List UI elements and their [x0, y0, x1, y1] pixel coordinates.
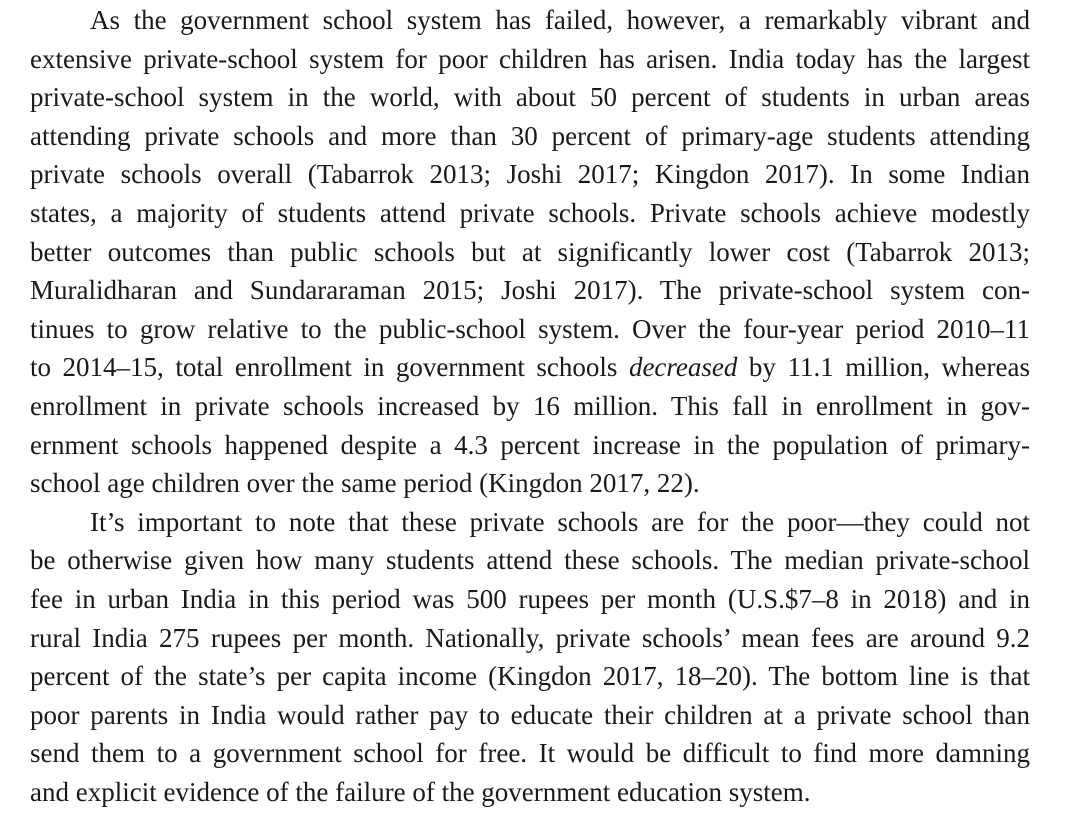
text-line: attending private schools and more than … [30, 120, 1030, 151]
text-line: states, a majority of students attend pr… [30, 197, 1030, 228]
text-line: poor parents in India would rather pay t… [30, 699, 1030, 730]
text-segment: to 2014–15, total enrollment in governme… [30, 352, 629, 383]
text-line: ernment schools happened despite a 4.3 p… [30, 429, 1030, 460]
text-line: fee in urban India in this period was 50… [30, 583, 1030, 614]
text-line: private-school system in the world, with… [30, 82, 1030, 113]
text-line: better outcomes than public schools but … [30, 236, 1030, 267]
text-line: extensive private-school system for poor… [30, 43, 1030, 74]
text-line: school age children over the same period… [30, 468, 700, 499]
text-line: As the government school system has fail… [90, 5, 1030, 35]
text-segment: by 11.1 million, whereas [737, 352, 1030, 383]
text-line: to 2014–15, total enrollment in governme… [30, 348, 1030, 387]
text-line: send them to a government school for fre… [30, 738, 1030, 769]
text-line: Muralidharan and Sundararaman 2015; Josh… [30, 275, 1030, 306]
text-line: be otherwise given how many students att… [30, 545, 1030, 576]
paragraph-private-school-growth: As the government school system has fail… [30, 1, 1030, 503]
text-line: percent of the state’s per capita income… [30, 661, 1030, 692]
text-line: rural India 275 rupees per month. Nation… [30, 622, 1030, 653]
text-line: enrollment in private schools increased … [30, 390, 1030, 421]
emphasized-word: decreased [628, 352, 738, 383]
text-line: private schools overall (Tabarrok 2013; … [30, 159, 1030, 190]
text-line: tinues to grow relative to the public-sc… [30, 313, 1030, 344]
paragraph-schools-for-poor: It’s important to note that these privat… [30, 503, 1030, 812]
text-line: It’s important to note that these privat… [90, 506, 1030, 537]
text-line: and explicit evidence of the failure of … [30, 776, 811, 807]
